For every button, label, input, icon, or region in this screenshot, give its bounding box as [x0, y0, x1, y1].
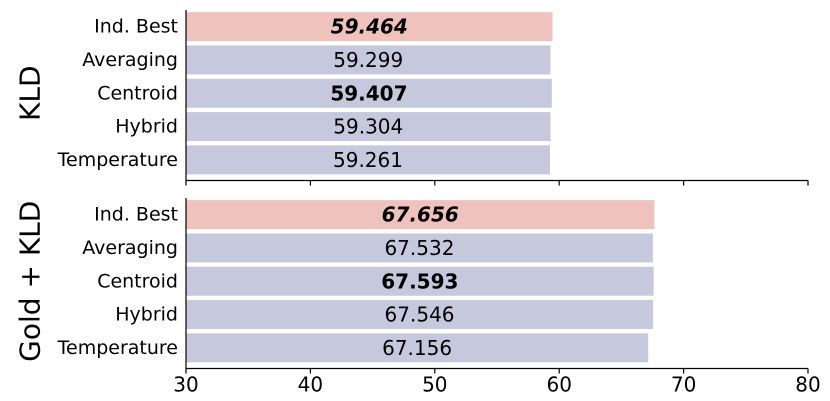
- panel-1-bar: [186, 78, 552, 108]
- panel-2-category-label: Averaging: [82, 237, 178, 259]
- panel-1-category-label: Temperature: [57, 149, 178, 171]
- panel-1-group-label: KLD: [14, 65, 47, 121]
- panel-1-category-label: Centroid: [97, 82, 178, 104]
- panel-2-x-tick-label: 40: [298, 373, 323, 397]
- panel-2-bar: [186, 300, 654, 330]
- panel-2-x-tick-label: 50: [422, 373, 447, 397]
- panel-2-bar: [186, 200, 655, 230]
- panel-2-bar: [186, 333, 649, 363]
- panel-1-bar: [186, 12, 553, 42]
- panel-2-bar: [186, 266, 654, 296]
- panel-2-category-label: Ind. Best: [94, 204, 178, 226]
- panel-1-bar: [186, 45, 551, 75]
- panel-2-value-label: 67.593: [381, 269, 458, 293]
- panel-1-bar: [186, 145, 551, 175]
- panel-1-category-label: Hybrid: [115, 116, 178, 138]
- panel-1-value-label: 59.464: [331, 15, 408, 39]
- panel-1-value-label: 59.304: [333, 115, 403, 139]
- panel-2-value-label: 67.546: [385, 303, 455, 327]
- panel-2-x-tick-label: 80: [795, 373, 820, 397]
- panel-1-value-label: 59.299: [333, 48, 403, 72]
- panel-1-category-label: Averaging: [82, 49, 178, 71]
- panel-2-value-label: 67.532: [384, 236, 454, 260]
- panel-2-x-tick-label: 30: [173, 373, 198, 397]
- panel-1-category-label: Ind. Best: [94, 16, 178, 38]
- panel-2-x-tick-label: 60: [546, 373, 571, 397]
- panel-2-category-label: Centroid: [97, 270, 178, 292]
- panel-1-bar: [186, 112, 551, 142]
- panel-2-value-label: 67.656: [382, 203, 459, 227]
- panel-2-value-label: 67.156: [382, 336, 452, 360]
- panel-2-group-label: Gold + KLD: [14, 201, 47, 362]
- panel-2-bar: [186, 233, 653, 263]
- panel-1-value-label: 59.407: [330, 81, 407, 105]
- panel-1-value-label: 59.261: [333, 148, 403, 172]
- panel-2-category-label: Temperature: [57, 337, 178, 359]
- panel-2-category-label: Hybrid: [115, 304, 178, 326]
- panel-2-x-tick-label: 70: [671, 373, 696, 397]
